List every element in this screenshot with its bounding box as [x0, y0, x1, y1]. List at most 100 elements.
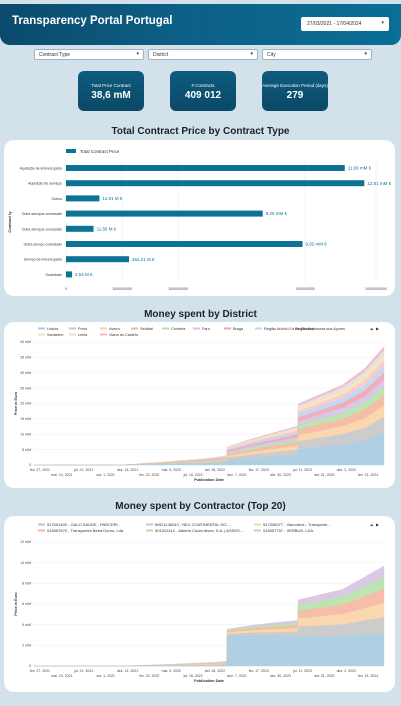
x-tick-label: out. 1, 2021: [96, 473, 115, 477]
x-tick-label: fev. 27, 2021: [30, 468, 50, 472]
chart-title-district: Money spent by District: [144, 309, 257, 320]
y-tick-label: 35 mM: [20, 356, 31, 360]
legend-label: Coimbra: [171, 327, 186, 331]
category-label: Outra serviços concessão: [22, 212, 62, 216]
play-icon: ▸: [376, 327, 379, 333]
legend-swatch: [38, 523, 45, 526]
contract-type-bar-chart: Total Contract Price 0 1000000000 100000000…: [7, 149, 392, 291]
x-tick-label: abr. 30, 2023: [270, 674, 290, 678]
y-tick-label: 20 mM: [20, 402, 31, 406]
bar: [66, 180, 365, 187]
legend-swatch: [224, 327, 231, 330]
bar: [66, 225, 94, 232]
bar: [66, 241, 303, 247]
legend-label: Braga: [233, 327, 244, 331]
area-series: [34, 432, 385, 466]
legend-label: 516957670 - Transportes Beira Douro, Lda: [47, 528, 124, 533]
y-tick-label: 6 mM: [22, 602, 31, 606]
data-label: 2,54 M €: [75, 272, 93, 277]
x-tick-label: fev. 27, 2021: [30, 669, 50, 673]
x-tick-label: fev. 17, 2023: [249, 468, 269, 472]
legend-swatch: [38, 529, 45, 532]
chart-title-contractor: Money spent by Contractor (Top 20): [115, 501, 286, 512]
data-label: 11,56 M €: [97, 226, 117, 231]
category-label: Serviço de móveis gasto: [24, 258, 62, 262]
legend-label: Leiria: [78, 333, 88, 337]
y-tick-label: 12 mM: [20, 540, 31, 544]
y-axis-label: Contract ty: [7, 211, 12, 233]
x-axis-label: Publication Date: [194, 679, 224, 683]
kpi-card-total-price: Total Price Contract 38,6 mM: [78, 71, 144, 111]
play-icon: ▸: [376, 523, 379, 529]
area-series: [34, 633, 385, 667]
y-axis-label: Price in Euro: [14, 592, 18, 616]
data-label: 12,51 mM €: [367, 181, 391, 186]
y-tick-label: 10 mM: [20, 561, 31, 565]
kpi-value: 279: [286, 90, 304, 101]
district-filter-label: District: [153, 52, 169, 58]
legend-label: Aveiro: [109, 327, 120, 331]
legend-swatch: [69, 333, 76, 336]
legend-label: 517091400 - GALO SAÚDE - PARCERI...: [47, 522, 121, 527]
legend-swatch: [100, 333, 107, 336]
kpi-label: Average Execution Period (days): [262, 83, 328, 88]
contractor-area-chart: 517091400 - GALO SAÚDE - PARCERI... Br521…: [14, 522, 385, 683]
y-tick-label: 25 mM: [20, 386, 31, 390]
category-label: Aquisição de serviços: [28, 182, 62, 186]
data-label: 9,92 mM €: [306, 242, 328, 247]
x-tick-label: dez. 7, 2022: [227, 473, 246, 477]
x-tick-label: jul. 11, 2023: [292, 468, 312, 472]
chevron-down-icon: ▾: [136, 51, 139, 57]
x-tick-label: fev. 13, 2024: [358, 473, 378, 477]
date-range-value: 27/03/2021 - 17/04/2024: [307, 21, 362, 27]
x-tick-label: dez. 13, 2021: [117, 468, 138, 472]
contract-type-filter[interactable]: Contract Type ▾: [34, 49, 144, 60]
pause-icon: ◂: [370, 327, 373, 333]
x-tick-label: fev. 22, 2022: [139, 674, 159, 678]
y-tick-label: 4 mM: [22, 623, 31, 627]
kpi-label: # Contracts: [191, 83, 215, 88]
x-tick-label: mai. 10, 2021: [51, 473, 72, 477]
y-tick-label: 0: [29, 463, 31, 467]
x-tick-label: 0: [65, 287, 67, 291]
legend-swatch: [146, 523, 153, 526]
data-label: 14,01 M €: [102, 196, 123, 201]
legend-swatch: [69, 327, 76, 330]
legend-swatch: [38, 333, 45, 336]
legend-label: 516957757 - XERBUS, LDA.: [263, 528, 314, 533]
x-tick-label: jul. 21, 2021: [73, 468, 93, 472]
data-label: 264,21 M €: [132, 257, 155, 262]
legend-label: Br521146243 - NEX CONTINENTAL HO...: [155, 522, 230, 527]
x-tick-label: 1000000000: [168, 287, 188, 291]
category-label: Outra serviços concessão: [22, 227, 62, 231]
chart-title-contract-type: Total Contract Price by Contract Type: [111, 126, 290, 137]
district-area-chart: Lisboa Porto Aveiro Setúbal Coimbra Faro Braga…: [14, 327, 385, 482]
y-tick-label: 5 mM: [22, 448, 31, 452]
y-tick-label: 0: [29, 664, 31, 668]
x-tick-label: dez. 2, 2023: [337, 669, 356, 673]
x-tick-label: abr. 30, 2023: [270, 473, 290, 477]
legend-label: Setúbal: [140, 327, 153, 331]
x-tick-label: out. 1, 2021: [96, 674, 115, 678]
legend-label: Lisboa: [47, 327, 59, 331]
kpi-card-contracts: # Contracts 409 012: [170, 71, 236, 111]
date-range-picker[interactable]: 27/03/2021 - 17/04/2024 ▾: [301, 17, 389, 31]
y-tick-label: 8 mM: [22, 582, 31, 586]
bar: [66, 256, 130, 263]
x-axis-label: Publication Date: [194, 478, 224, 482]
bar: [66, 195, 100, 202]
legend-swatch: [146, 529, 153, 532]
x-tick-label: 10000000000: [365, 287, 386, 291]
x-tick-label: jul. 16, 2022: [183, 674, 203, 678]
x-tick-label: jul. 16, 2022: [183, 473, 203, 477]
legend-label: Porto: [78, 327, 87, 331]
x-tick-label: fev. 22, 2022: [139, 473, 159, 477]
city-filter[interactable]: City ▾: [262, 49, 372, 60]
y-tick-label: 10 mM: [20, 432, 31, 436]
chevron-down-icon: ▾: [250, 51, 253, 57]
legend-swatch: [66, 149, 76, 153]
x-tick-label: fev. 13, 2024: [358, 674, 378, 678]
district-filter[interactable]: District ▾: [148, 49, 258, 60]
legend-swatch: [286, 327, 293, 330]
legend-swatch: [100, 327, 107, 330]
